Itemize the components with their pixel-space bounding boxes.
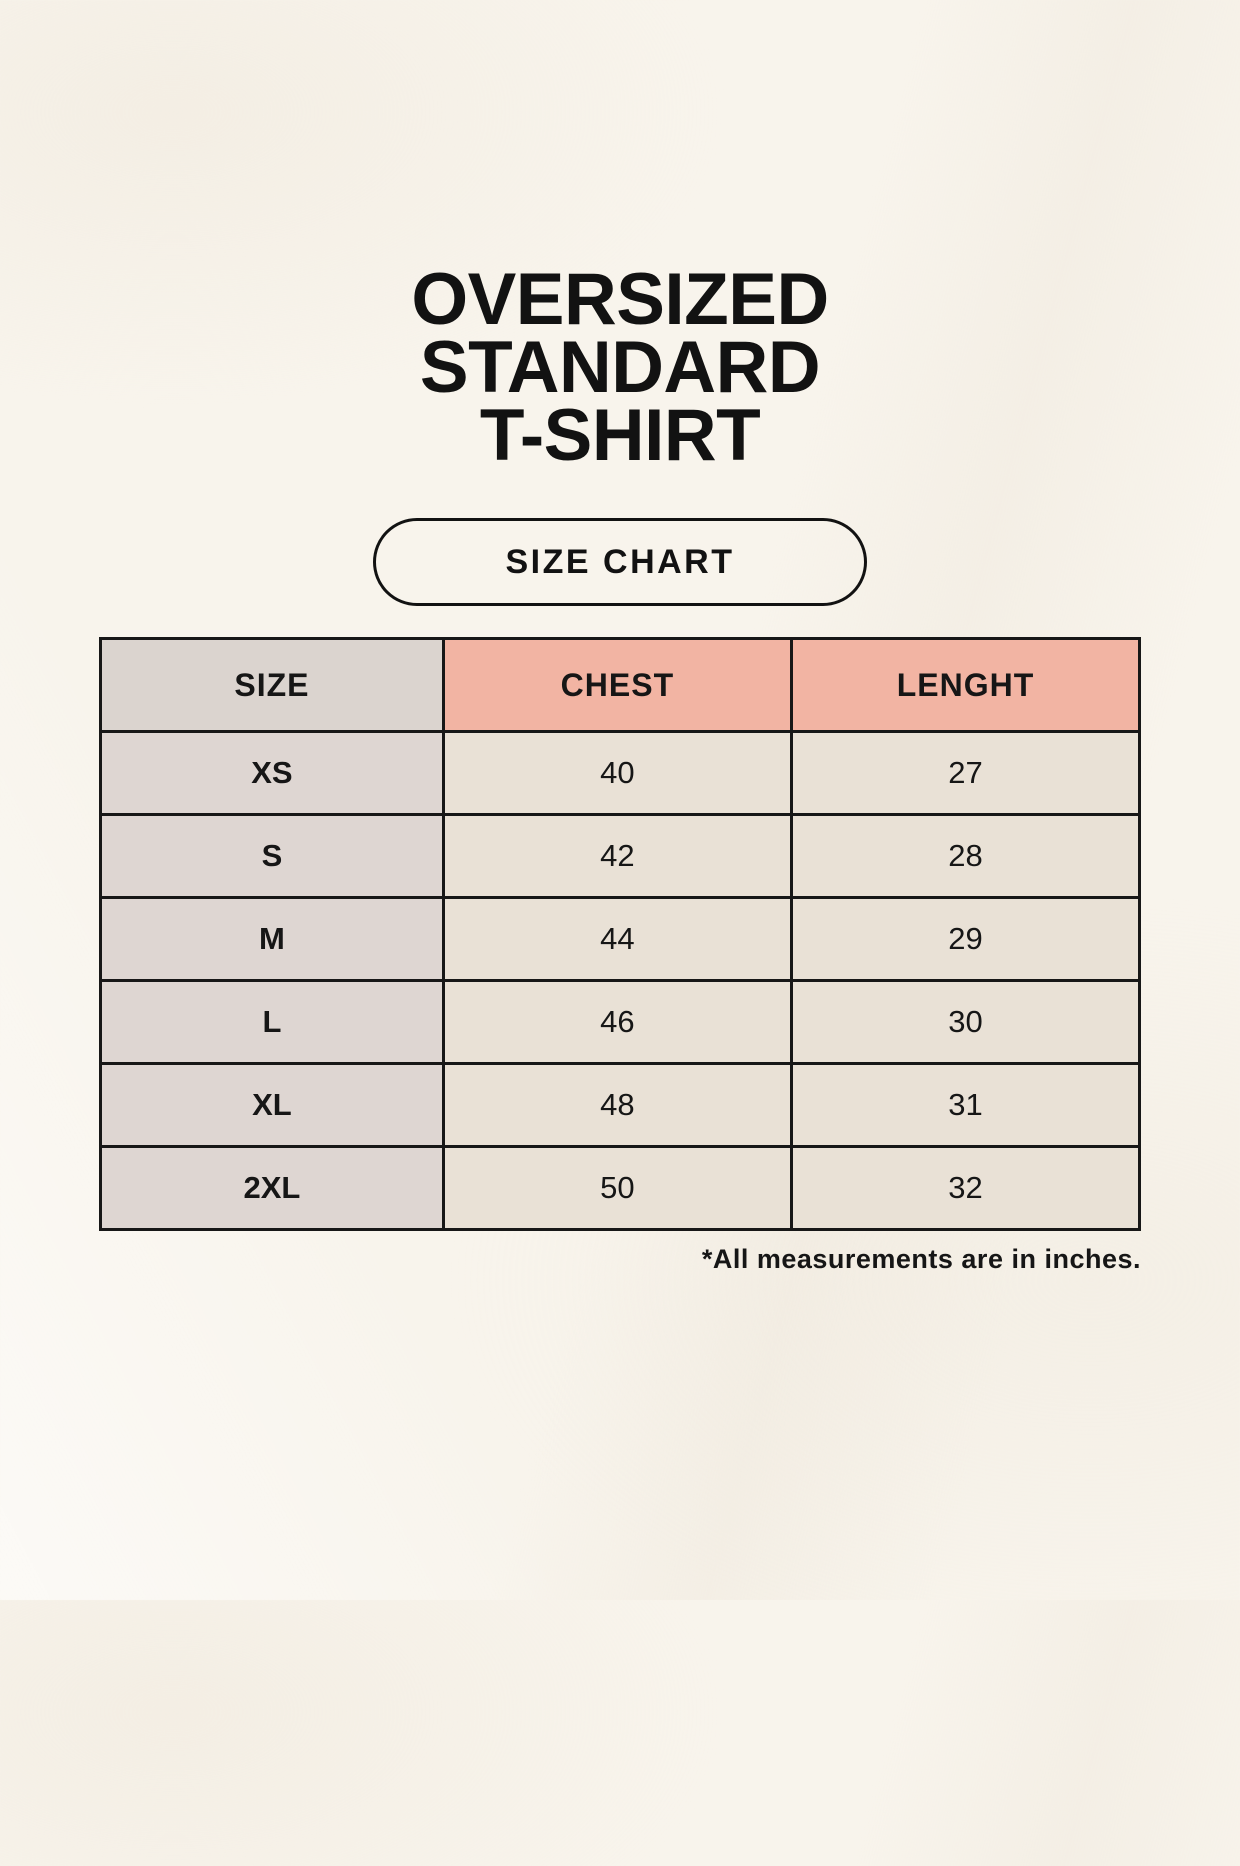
- table-row-xs: XS 40 27: [99, 730, 1142, 816]
- size-chart-page: OVERSIZED STANDARD T-SHIRT SIZE CHART SI…: [0, 259, 1240, 1866]
- chest-value: 50: [441, 1145, 793, 1231]
- page-title: OVERSIZED STANDARD T-SHIRT: [0, 259, 1240, 476]
- size-label: S: [99, 813, 445, 899]
- table-row-s: S 42 28: [99, 813, 1142, 899]
- table-header-row: SIZE CHEST LENGHT: [99, 637, 1142, 733]
- length-value: 31: [789, 1062, 1142, 1148]
- measurements-footnote: *All measurements are in inches.: [701, 1244, 1141, 1274]
- chest-value: 40: [441, 730, 793, 816]
- title-line-3: T-SHIRT: [479, 395, 761, 476]
- table-row-l: L 46 30: [99, 979, 1142, 1065]
- column-header-chest: CHEST: [441, 637, 793, 733]
- length-value: 30: [789, 979, 1142, 1065]
- size-label: M: [99, 896, 445, 982]
- title-line-1: OVERSIZED: [411, 259, 829, 340]
- size-chart-button-container: SIZE CHART: [0, 518, 1240, 606]
- size-chart-table: SIZE CHEST LENGHT XS 40 27 S 42 28 M: [99, 637, 1142, 1231]
- size-label: 2XL: [99, 1145, 445, 1231]
- size-label: XS: [99, 730, 445, 816]
- length-value: 32: [789, 1145, 1142, 1231]
- table-row-m: M 44 29: [99, 896, 1142, 982]
- size-chart-button[interactable]: SIZE CHART: [373, 518, 867, 606]
- size-chart-button-label: SIZE CHART: [505, 542, 735, 581]
- length-value: 27: [789, 730, 1142, 816]
- table-row-xl: XL 48 31: [99, 1062, 1142, 1148]
- size-table-container: SIZE CHEST LENGHT XS 40 27 S 42 28 M: [99, 637, 1142, 1231]
- table-row-2xl: 2XL 50 32: [99, 1145, 1142, 1231]
- length-value: 28: [789, 813, 1142, 899]
- chest-value: 48: [441, 1062, 793, 1148]
- size-label: L: [99, 979, 445, 1065]
- column-header-length: LENGHT: [789, 637, 1142, 733]
- length-value: 29: [789, 896, 1142, 982]
- chest-value: 46: [441, 979, 793, 1065]
- size-label: XL: [99, 1062, 445, 1148]
- column-header-size: SIZE: [99, 637, 445, 733]
- title-line-2: STANDARD: [419, 327, 821, 408]
- chest-value: 42: [441, 813, 793, 899]
- chest-value: 44: [441, 896, 793, 982]
